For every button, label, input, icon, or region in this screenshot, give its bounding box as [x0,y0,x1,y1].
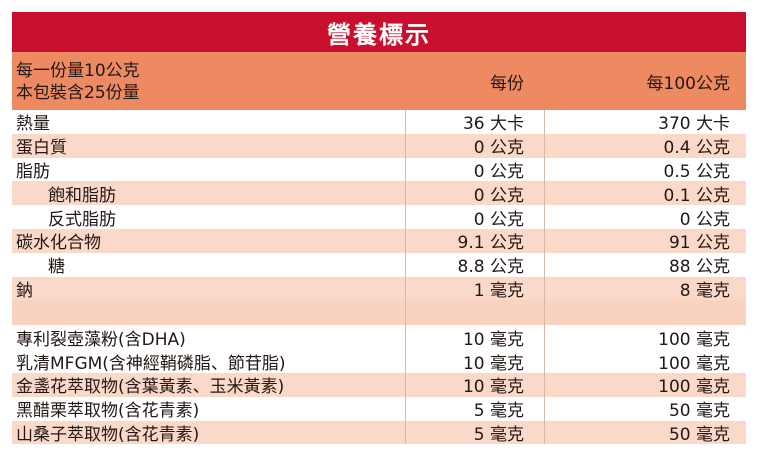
per-serving-value: 0 公克 [473,209,524,230]
table-row: 金盞花萃取物(含葉黃素、玉米黃素) 10 毫克 100 毫克 [12,372,746,398]
per-serving-value: 9.1 公克 [457,233,524,254]
row-label: 專利裂壺藻粉(含DHA) [16,329,186,350]
per-100g-value: 0 公克 [679,209,730,230]
table-row: 專利裂壺藻粉(含DHA) 10 毫克 100 毫克 [12,325,746,350]
row-label: 山桑子萃取物(含花青素) [16,424,200,445]
col-per-100g-header: 每100公克 [646,73,730,94]
row-label: 飽和脂肪 [48,185,116,206]
per-100g-value: 0.4 公克 [663,138,730,159]
per-100g-value: 50 毫克 [668,424,730,445]
serving-info: 每一份量10公克 本包裝含25份量 [12,52,384,110]
column-divider [405,110,406,445]
table-row: 熱量 36 大卡 370 大卡 [12,110,746,134]
table-row: 蛋白質 0 公克 0.4 公克 [12,133,746,159]
nutrient-rows: 熱量 36 大卡 370 大卡 蛋白質 0 公克 0.4 公克 脂肪 0 公克 0.5 公克 飽和… [12,110,746,445]
per-100g-value: 50 毫克 [668,401,730,422]
row-label: 糖 [48,257,65,278]
per-serving-value: 10 毫克 [462,377,524,398]
per-100g-value: 8 毫克 [679,280,730,301]
table-row: 碳水化合物 9.1 公克 91 公克 [12,228,746,254]
table-row: 脂肪 0 公克 0.5 公克 [12,157,746,182]
row-label: 熱量 [16,114,50,135]
serving-size: 每一份量10公克 [16,61,140,81]
per-serving-value: 0 公克 [473,138,524,159]
nutrition-title: 營養標示 [12,12,746,52]
per-serving-value: 8.8 公克 [457,257,524,278]
per-serving-value: 10 毫克 [462,353,524,374]
section-spacer [12,300,746,326]
nutrition-facts-panel: 營養標示 每一份量10公克 本包裝含25份量 每份 每100公克 熱量 36 大卡… [12,12,746,445]
per-100g-value: 0.1 公克 [663,185,730,206]
per-100g-value: 0.5 公克 [663,162,730,182]
per-100g-value: 370 大卡 [658,114,730,135]
per-serving-value: 10 毫克 [462,329,524,350]
col-per-serving-header: 每份 [490,73,524,94]
row-label: 鈉 [16,280,33,301]
per-100g-value: 91 公克 [668,233,730,254]
per-serving-value: 0 公克 [473,162,524,182]
table-header: 每一份量10公克 本包裝含25份量 每份 每100公克 [12,52,746,110]
table-row: 糖 8.8 公克 88 公克 [12,252,746,278]
column-divider [544,110,545,445]
row-label: 蛋白質 [16,138,67,159]
row-label: 反式脂肪 [48,209,116,230]
table-row: 鈉 1 毫克 8 毫克 [12,276,746,301]
row-label: 乳清MFGM(含神經鞘磷脂、節苷脂) [16,353,286,374]
per-100g-value: 100 毫克 [658,353,730,374]
per-serving-value: 1 毫克 [473,280,524,301]
per-100g-value: 100 毫克 [658,329,730,350]
table-row: 黑醋栗萃取物(含花青素) 5 毫克 50 毫克 [12,396,746,422]
servings-per-pack: 本包裝含25份量 [16,83,140,103]
table-row: 乳清MFGM(含神經鞘磷脂、節苷脂) 10 毫克 100 毫克 [12,349,746,374]
row-label: 碳水化合物 [16,233,101,254]
per-100g-value: 100 毫克 [658,377,730,398]
per-serving-value: 0 公克 [473,185,524,206]
row-label: 黑醋栗萃取物(含花青素) [16,401,200,422]
per-serving-value: 5 毫克 [473,424,524,445]
per-100g-value: 88 公克 [668,257,730,278]
row-label: 脂肪 [16,162,50,182]
per-serving-value: 36 大卡 [462,114,524,135]
table-row: 反式脂肪 0 公克 0 公克 [12,205,746,230]
per-serving-value: 5 毫克 [473,401,524,422]
table-row: 山桑子萃取物(含花青素) 5 毫克 50 毫克 [12,420,746,445]
table-row: 飽和脂肪 0 公克 0.1 公克 [12,181,746,206]
row-label: 金盞花萃取物(含葉黃素、玉米黃素) [16,377,285,398]
